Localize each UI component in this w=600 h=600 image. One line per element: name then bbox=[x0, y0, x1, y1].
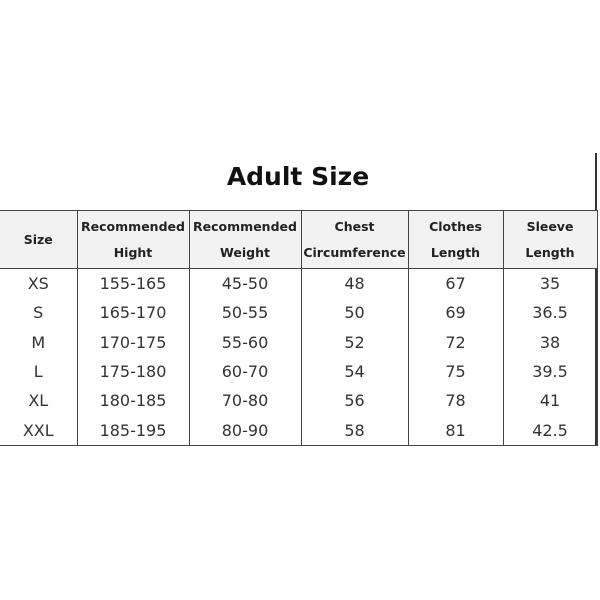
table-cell: 48 bbox=[300, 268, 409, 299]
table-row: L 175-180 60-70 54 75 39.5 bbox=[0, 356, 598, 387]
table-row: S 165-170 50-55 50 69 36.5 bbox=[0, 298, 598, 328]
header-sleeve-length: Sleeve Length bbox=[502, 210, 598, 269]
table-cell: 80-90 bbox=[188, 415, 302, 446]
table-cell: 36.5 bbox=[502, 298, 598, 328]
header-size: Size bbox=[0, 210, 78, 269]
table-cell: 180-185 bbox=[76, 386, 190, 416]
table-cell: 52 bbox=[300, 327, 409, 357]
table-cell: 81 bbox=[407, 415, 504, 446]
header-weight: Recommended Weight bbox=[188, 210, 302, 269]
table-cell: 39.5 bbox=[502, 356, 598, 387]
table-cell: 42.5 bbox=[502, 415, 598, 446]
header-text: Circumference bbox=[303, 244, 406, 260]
header-text: Hight bbox=[113, 244, 153, 260]
header-text: Recommended bbox=[81, 218, 185, 234]
header-text: Sleeve bbox=[526, 218, 574, 234]
table-cell: 45-50 bbox=[188, 268, 302, 299]
header-row: Size Recommended Hight Recommended Weight … bbox=[0, 210, 598, 269]
table-cell: XS bbox=[0, 268, 78, 299]
table-cell: 35 bbox=[502, 268, 598, 299]
chart-title: Adult Size bbox=[226, 162, 370, 191]
table-cell: 54 bbox=[300, 356, 409, 387]
table-cell: M bbox=[0, 327, 78, 357]
table-cell: L bbox=[0, 356, 78, 387]
table-cell: 70-80 bbox=[188, 386, 302, 416]
table-cell: XL bbox=[0, 386, 78, 416]
table-cell: 38 bbox=[502, 327, 598, 357]
table-cell: 60-70 bbox=[188, 356, 302, 387]
table-cell: XXL bbox=[0, 415, 78, 446]
header-text: Chest bbox=[334, 218, 375, 234]
table-cell: 78 bbox=[407, 386, 504, 416]
header-text: Clothes bbox=[429, 218, 482, 234]
table-cell: 67 bbox=[407, 268, 504, 299]
table-cell: 175-180 bbox=[76, 356, 190, 387]
table-cell: 170-175 bbox=[76, 327, 190, 357]
header-clothes-length: Clothes Length bbox=[407, 210, 504, 269]
header-text: Recommended bbox=[193, 218, 297, 234]
table-row: XXL 185-195 80-90 58 81 42.5 bbox=[0, 415, 598, 446]
table-cell: 185-195 bbox=[76, 415, 190, 446]
table-row: XL 180-185 70-80 56 78 41 bbox=[0, 386, 598, 416]
table-cell: 75 bbox=[407, 356, 504, 387]
table-cell: 155-165 bbox=[76, 268, 190, 299]
table-cell: 72 bbox=[407, 327, 504, 357]
header-height: Recommended Hight bbox=[76, 210, 190, 269]
header-text: Length bbox=[525, 244, 575, 260]
size-table: Size Recommended Hight Recommended Weight … bbox=[0, 210, 598, 446]
header-text: Size bbox=[23, 231, 53, 247]
header-chest: Chest Circumference bbox=[300, 210, 409, 269]
table-cell: S bbox=[0, 298, 78, 328]
table-row: M 170-175 55-60 52 72 38 bbox=[0, 327, 598, 357]
table-cell: 55-60 bbox=[188, 327, 302, 357]
table-cell: 165-170 bbox=[76, 298, 190, 328]
table-row: XS 155-165 45-50 48 67 35 bbox=[0, 268, 598, 299]
table-cell: 41 bbox=[502, 386, 598, 416]
table-cell: 69 bbox=[407, 298, 504, 328]
header-text: Length bbox=[430, 244, 481, 260]
header-text: Weight bbox=[220, 244, 270, 260]
table-cell: 50-55 bbox=[188, 298, 302, 328]
table-cell: 56 bbox=[300, 386, 409, 416]
table-cell: 58 bbox=[300, 415, 409, 446]
table-cell: 50 bbox=[300, 298, 409, 328]
